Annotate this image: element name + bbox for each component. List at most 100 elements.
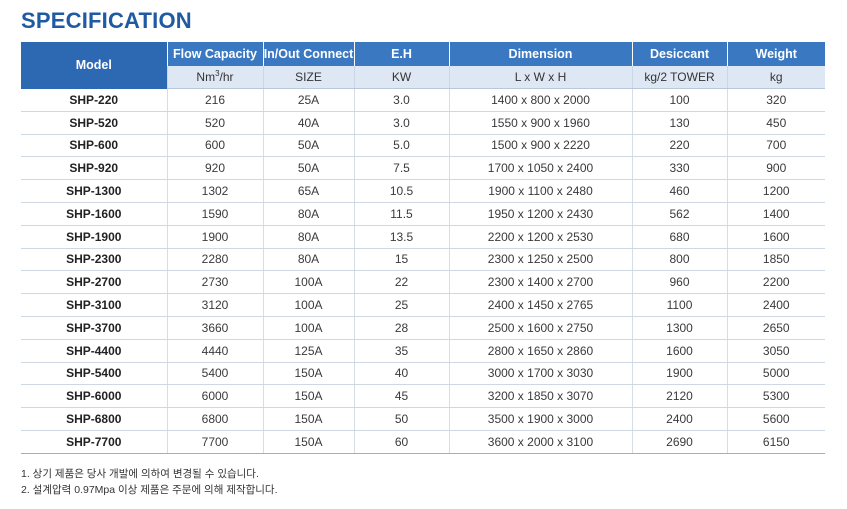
cell-model: SHP-1900 [21, 225, 167, 249]
cell-model: SHP-600 [21, 134, 167, 158]
cell-flow: 520 [166, 111, 263, 135]
cell-weight: 5600 [726, 407, 825, 431]
table-row: SHP-4400 4440 125A 35 2800 x 1650 x 2860 1600… [21, 339, 825, 363]
cell-desiccant: 800 [631, 248, 727, 272]
cell-eh: 7.5 [353, 156, 449, 181]
cell-eh: 10.5 [353, 179, 449, 203]
cell-flow: 2730 [166, 270, 263, 295]
cell-dimension: 2200 x 1200 x 2530 [448, 225, 632, 249]
cell-desiccant: 2400 [631, 407, 727, 431]
header-row: Model Flow Capacity In/Out Connect E.H D… [21, 42, 825, 89]
cell-weight: 320 [726, 88, 825, 112]
cell-weight: 1850 [726, 248, 825, 272]
cell-desiccant: 1600 [631, 339, 727, 363]
cell-desiccant: 562 [631, 202, 727, 226]
cell-connect: 125A [262, 339, 354, 363]
cell-flow: 7700 [166, 430, 263, 454]
table-row: SHP-2300 2280 80A 15 2300 x 1250 x 2500 800 18… [21, 248, 825, 272]
cell-flow: 216 [166, 88, 263, 112]
cell-eh: 11.5 [353, 202, 449, 226]
cell-connect: 80A [262, 248, 354, 272]
cell-dimension: 1700 x 1050 x 2400 [448, 156, 632, 181]
cell-weight: 5300 [726, 384, 825, 409]
header-dimension: Dimension [448, 42, 632, 66]
cell-eh: 15 [353, 248, 449, 272]
cell-dimension: 2800 x 1650 x 2860 [448, 339, 632, 363]
unit-flow-per: /hr [219, 70, 234, 84]
unit-flow: Nm3/hr [166, 66, 263, 89]
specification-table: Model Flow Capacity In/Out Connect E.H D… [21, 42, 825, 454]
cell-eh: 50 [353, 407, 449, 431]
cell-connect: 50A [262, 134, 354, 158]
cell-flow: 600 [166, 134, 263, 158]
cell-connect: 100A [262, 293, 354, 317]
cell-dimension: 2300 x 1250 x 2500 [448, 248, 632, 272]
cell-desiccant: 1900 [631, 362, 727, 386]
cell-flow: 1590 [166, 202, 263, 226]
cell-flow: 1900 [166, 225, 263, 249]
cell-eh: 40 [353, 362, 449, 386]
header-weight: Weight [726, 42, 825, 66]
cell-desiccant: 100 [631, 88, 727, 112]
cell-weight: 700 [726, 134, 825, 158]
table-row: SHP-520 520 40A 3.0 1550 x 900 x 1960 130 450 [21, 111, 825, 135]
cell-dimension: 1400 x 800 x 2000 [448, 88, 632, 112]
cell-desiccant: 220 [631, 134, 727, 158]
table-row: SHP-220 216 25A 3.0 1400 x 800 x 2000 100 320 [21, 88, 825, 112]
cell-model: SHP-2700 [21, 270, 167, 295]
footnote-2: 2. 설계압력 0.97Mpa 이상 제품은 주문에 의해 제작합니다. [21, 484, 278, 496]
cell-connect: 100A [262, 316, 354, 340]
cell-model: SHP-920 [21, 156, 167, 181]
table-row: SHP-1600 1590 80A 11.5 1950 x 1200 x 2430 562… [21, 202, 825, 226]
cell-connect: 150A [262, 384, 354, 409]
cell-weight: 1600 [726, 225, 825, 249]
unit-dimension: L x W x H [448, 66, 632, 89]
cell-flow: 3660 [166, 316, 263, 340]
table-row: SHP-600 600 50A 5.0 1500 x 900 x 2220 220 700 [21, 134, 825, 158]
cell-model: SHP-220 [21, 88, 167, 112]
cell-weight: 2400 [726, 293, 825, 317]
cell-model: SHP-6000 [21, 384, 167, 409]
cell-dimension: 3500 x 1900 x 3000 [448, 407, 632, 431]
cell-dimension: 1900 x 1100 x 2480 [448, 179, 632, 203]
cell-desiccant: 1100 [631, 293, 727, 317]
cell-desiccant: 680 [631, 225, 727, 249]
table-row: SHP-6800 6800 150A 50 3500 x 1900 x 3000 2400… [21, 407, 825, 431]
unit-weight: kg [726, 66, 825, 89]
cell-dimension: 2500 x 1600 x 2750 [448, 316, 632, 340]
cell-eh: 25 [353, 293, 449, 317]
cell-weight: 1400 [726, 202, 825, 226]
cell-connect: 150A [262, 407, 354, 431]
cell-weight: 450 [726, 111, 825, 135]
cell-dimension: 2300 x 1400 x 2700 [448, 270, 632, 295]
header-model: Model [21, 42, 167, 89]
cell-eh: 60 [353, 430, 449, 454]
cell-model: SHP-4400 [21, 339, 167, 363]
cell-desiccant: 130 [631, 111, 727, 135]
table-row: SHP-3700 3660 100A 28 2500 x 1600 x 2750 1300… [21, 316, 825, 340]
cell-flow: 920 [166, 156, 263, 181]
cell-dimension: 1500 x 900 x 2220 [448, 134, 632, 158]
cell-weight: 5000 [726, 362, 825, 386]
cell-flow: 5400 [166, 362, 263, 386]
cell-model: SHP-5400 [21, 362, 167, 386]
cell-eh: 3.0 [353, 111, 449, 135]
cell-connect: 50A [262, 156, 354, 181]
cell-weight: 2650 [726, 316, 825, 340]
cell-desiccant: 460 [631, 179, 727, 203]
table-row: SHP-6000 6000 150A 45 3200 x 1850 x 3070 2120… [21, 384, 825, 409]
table-body: SHP-220 216 25A 3.0 1400 x 800 x 2000 100 320 S… [21, 88, 825, 454]
cell-weight: 3050 [726, 339, 825, 363]
cell-dimension: 1550 x 900 x 1960 [448, 111, 632, 135]
table-row: SHP-920 920 50A 7.5 1700 x 1050 x 2400 330 900 [21, 156, 825, 181]
cell-model: SHP-520 [21, 111, 167, 135]
unit-row: Nm3/hr SIZE KW L x W x H kg/2 TOWER kg [21, 66, 825, 89]
cell-dimension: 3000 x 1700 x 3030 [448, 362, 632, 386]
cell-eh: 45 [353, 384, 449, 409]
cell-desiccant: 330 [631, 156, 727, 181]
cell-model: SHP-1300 [21, 179, 167, 203]
cell-weight: 900 [726, 156, 825, 181]
cell-connect: 40A [262, 111, 354, 135]
page-title: SPECIFICATION [21, 8, 192, 33]
cell-weight: 2200 [726, 270, 825, 295]
